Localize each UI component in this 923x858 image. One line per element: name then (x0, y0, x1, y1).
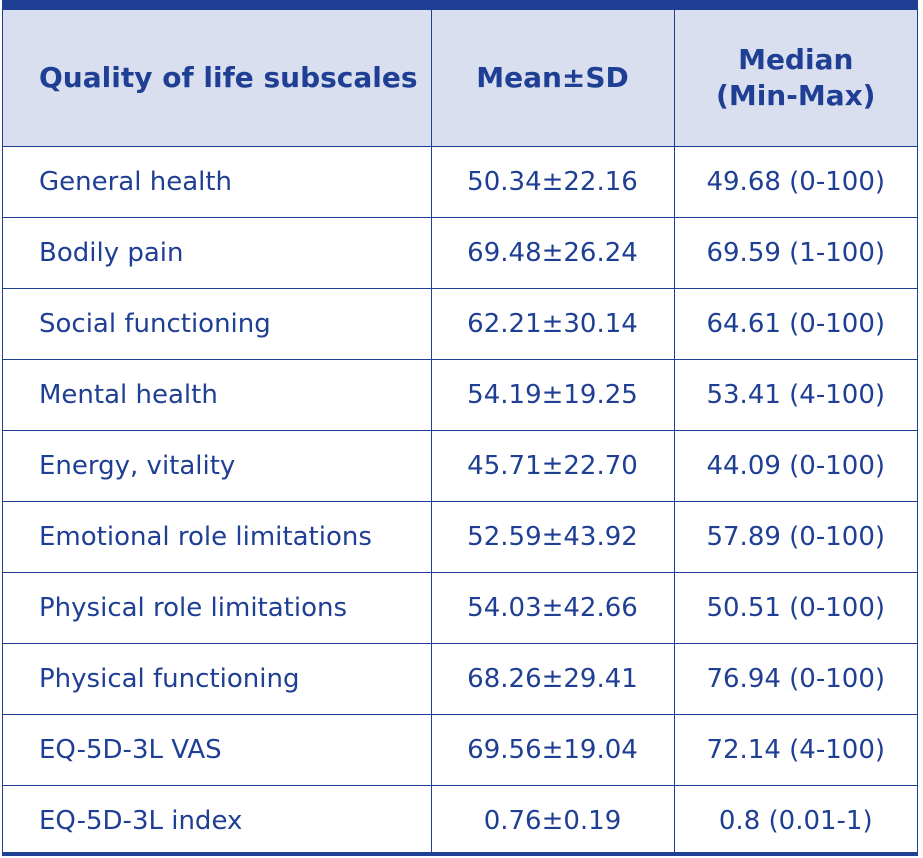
row-median: 49.68 (0-100) (673, 145, 917, 218)
header-mean-sd: Mean±SD (430, 10, 675, 147)
row-mean-sd: 45.71±22.70 (430, 429, 675, 502)
row-median: 57.89 (0-100) (673, 500, 917, 573)
table-header-row: Quality of life subscales Mean±SD Median… (3, 10, 917, 147)
table-row: Physical role limitations 54.03±42.66 50.5… (3, 571, 917, 644)
row-mean-sd: 52.59±43.92 (430, 500, 675, 573)
row-label: Social functioning (3, 287, 432, 360)
header-median-line1: Median (738, 42, 854, 76)
table-row: Mental health 54.19±19.25 53.41 (4-100) (3, 358, 917, 431)
header-median: Median (Min-Max) (673, 10, 917, 147)
row-mean-sd: 69.56±19.04 (430, 713, 675, 786)
table-row: Physical functioning 68.26±29.41 76.94 (0-… (3, 642, 917, 715)
row-mean-sd: 54.03±42.66 (430, 571, 675, 644)
row-label: Emotional role limitations (3, 500, 432, 573)
row-label: Physical role limitations (3, 571, 432, 644)
table-row: General health 50.34±22.16 49.68 (0-100) (3, 145, 917, 218)
row-label: EQ-5D-3L VAS (3, 713, 432, 786)
row-label: Energy, vitality (3, 429, 432, 502)
table-row: Bodily pain 69.48±26.24 69.59 (1-100) (3, 216, 917, 289)
row-median: 50.51 (0-100) (673, 571, 917, 644)
table-row: Social functioning 62.21±30.14 64.61 (0-10… (3, 287, 917, 360)
row-median: 44.09 (0-100) (673, 429, 917, 502)
row-mean-sd: 68.26±29.41 (430, 642, 675, 715)
row-mean-sd: 54.19±19.25 (430, 358, 675, 431)
row-label: Physical functioning (3, 642, 432, 715)
row-label: General health (3, 145, 432, 218)
header-subscale: Quality of life subscales (3, 10, 432, 147)
table-row: Energy, vitality 45.71±22.70 44.09 (0-100) (3, 429, 917, 502)
qol-table: Quality of life subscales Mean±SD Median… (3, 10, 917, 856)
row-label: EQ-5D-3L index (3, 784, 432, 856)
row-median: 53.41 (4-100) (673, 358, 917, 431)
row-label: Mental health (3, 358, 432, 431)
table-row: EQ-5D-3L VAS 69.56±19.04 72.14 (4-100) (3, 713, 917, 786)
row-mean-sd: 0.76±0.19 (430, 784, 675, 856)
row-median: 76.94 (0-100) (673, 642, 917, 715)
row-label: Bodily pain (3, 216, 432, 289)
row-median: 72.14 (4-100) (673, 713, 917, 786)
row-mean-sd: 69.48±26.24 (430, 216, 675, 289)
row-mean-sd: 62.21±30.14 (430, 287, 675, 360)
row-median: 0.8 (0.01-1) (673, 784, 917, 856)
row-mean-sd: 50.34±22.16 (430, 145, 675, 218)
table-row: Emotional role limitations 52.59±43.92 57.… (3, 500, 917, 573)
row-median: 64.61 (0-100) (673, 287, 917, 360)
row-median: 69.59 (1-100) (673, 216, 917, 289)
table-row: EQ-5D-3L index 0.76±0.19 0.8 (0.01-1) (3, 784, 917, 856)
header-median-line2: (Min-Max) (716, 78, 876, 112)
